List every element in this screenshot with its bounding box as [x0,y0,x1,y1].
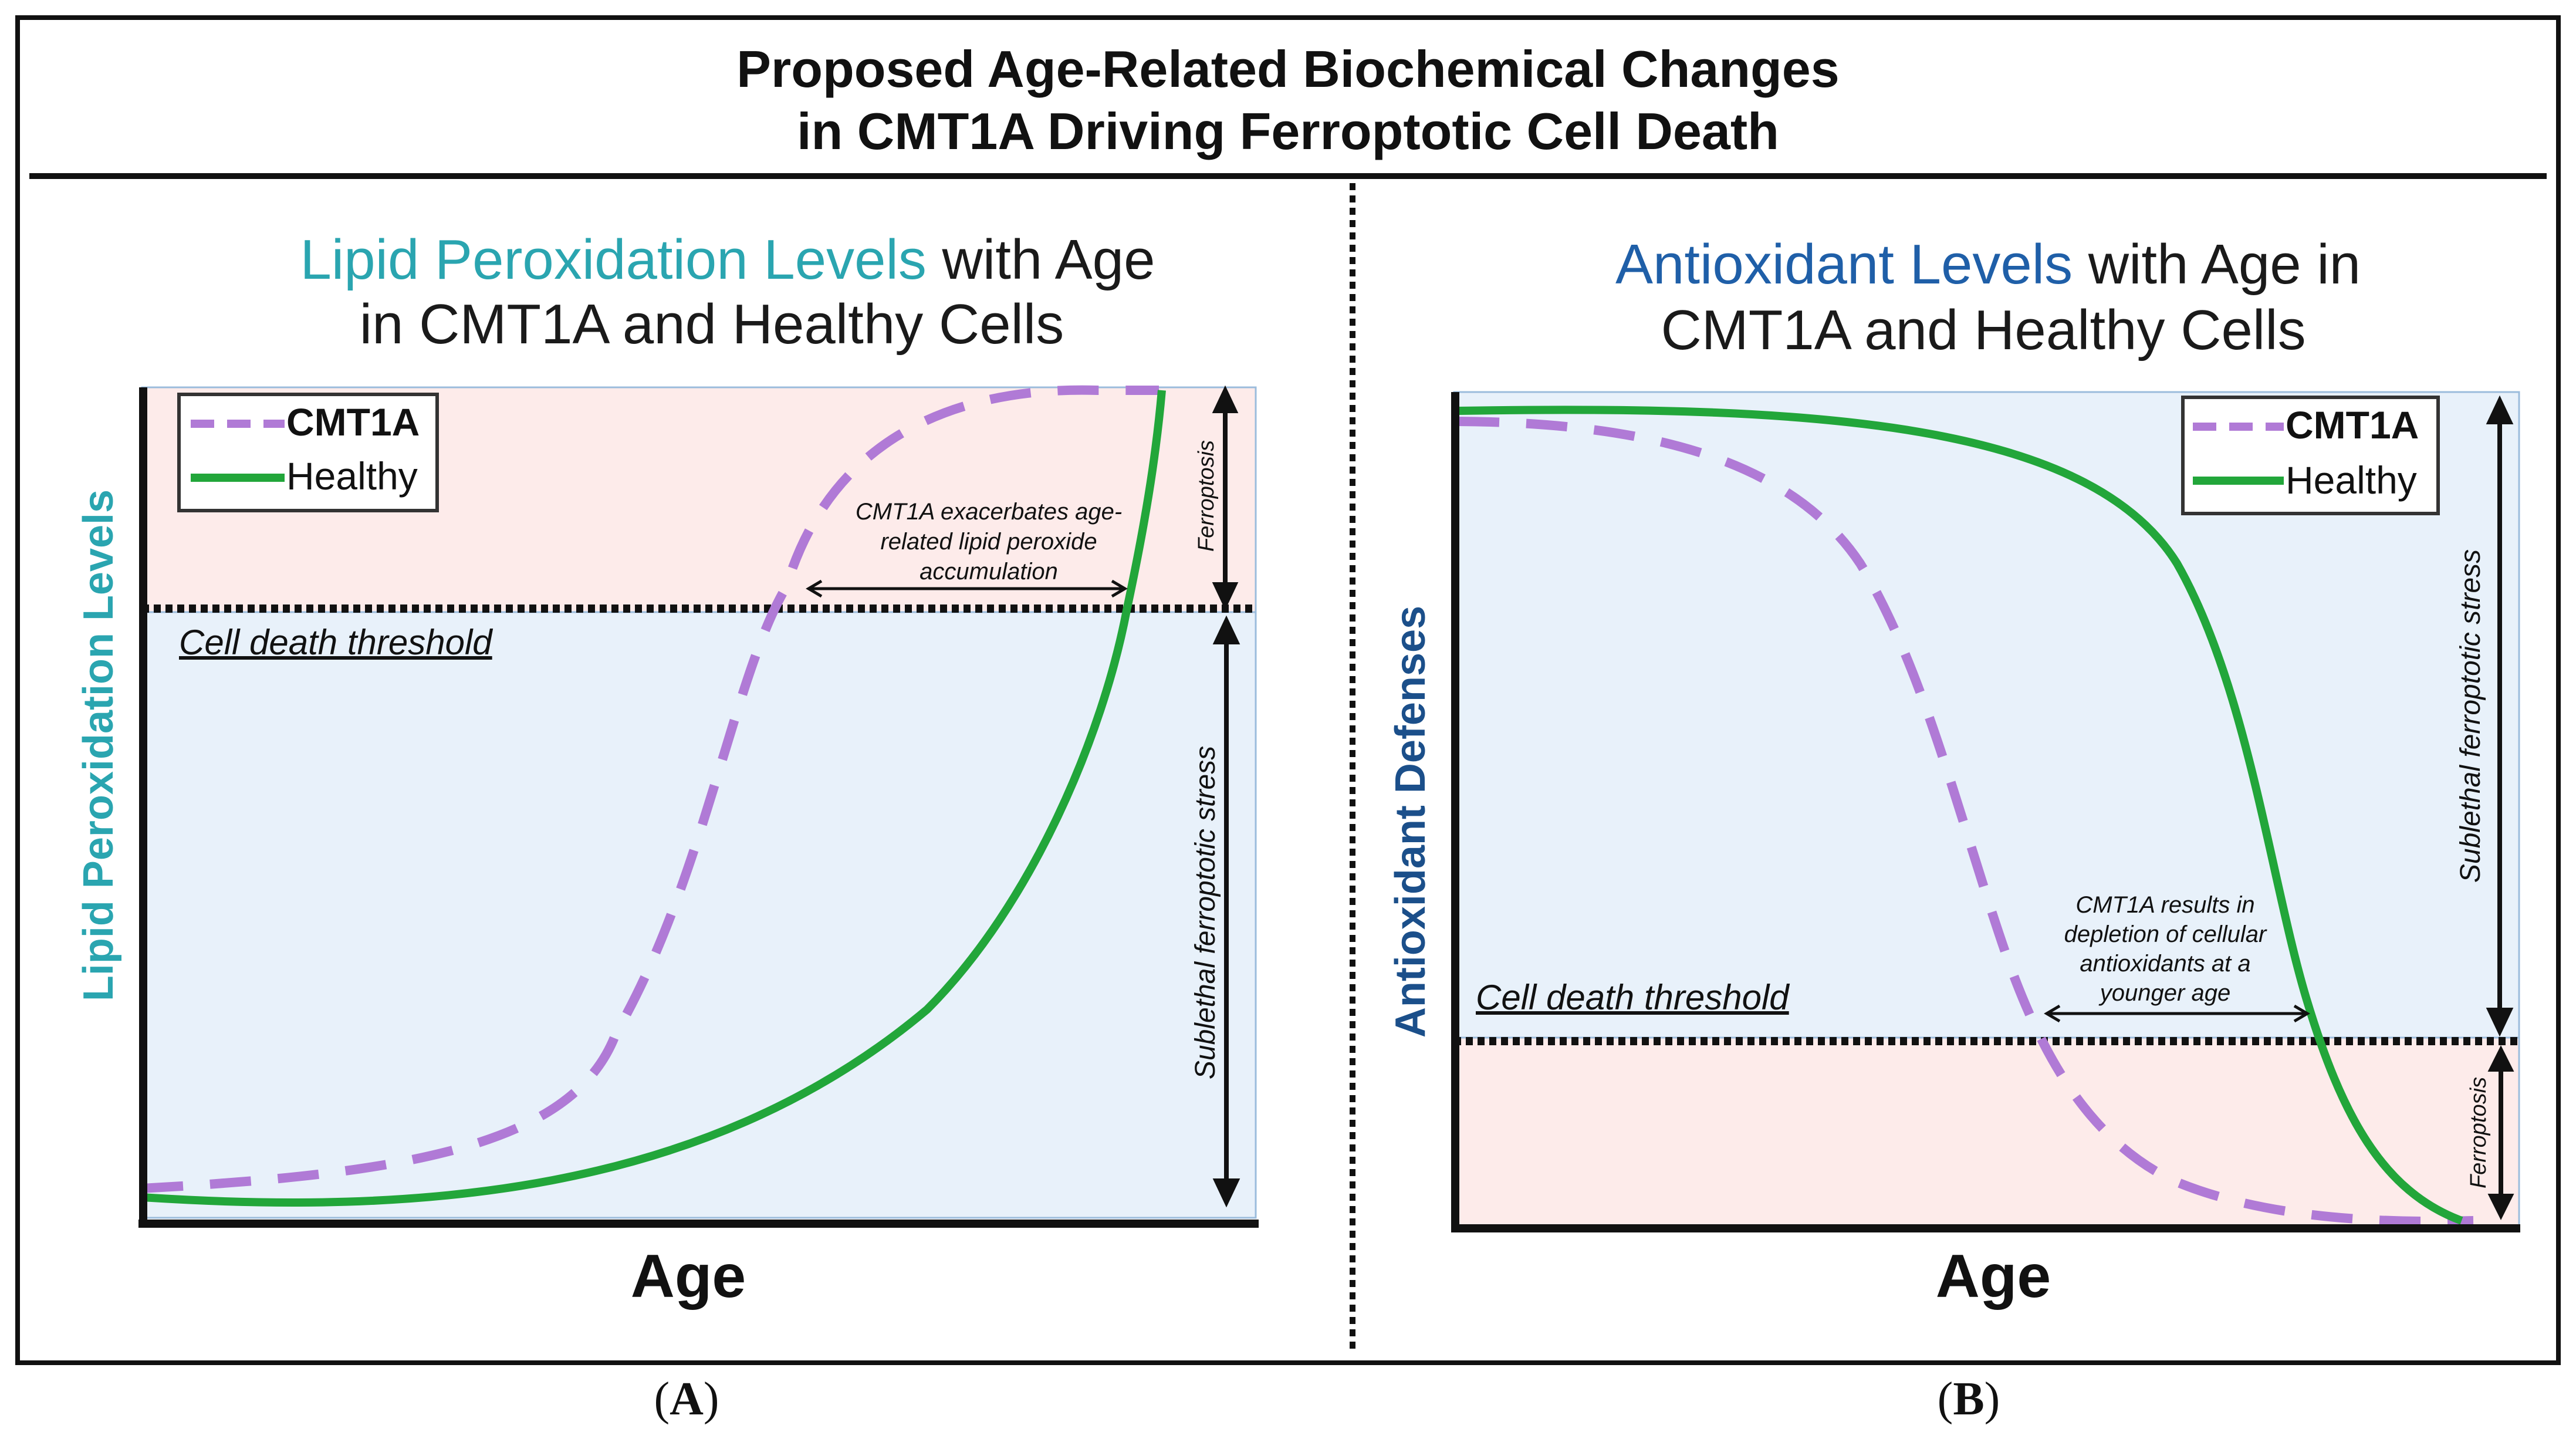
panel-b: Antioxidant Levels with Age in CMT1A and… [1387,233,2520,1311]
panel-a-title-line2: in CMT1A and Healthy Cells [360,293,1064,356]
panel-b-y-axis-label: Antioxidant Defenses [1387,606,1434,1038]
panel-a-annotation-line3: accumulation [919,559,1058,585]
panel-a-ferroptosis-label: Ferroptosis [1194,440,1219,552]
panel-a-title-accent: Lipid Peroxidation Levels [300,228,927,291]
panel-a-legend-healthy-label: Healthy [286,454,418,498]
panel-b-title-accent: Antioxidant Levels [1615,233,2073,296]
panel-b-ferroptosis-arrow [2487,1045,2514,1220]
panel-b-annotation-line4: younger age [2098,980,2230,1006]
panel-a-sublethal-zone [141,611,1257,1219]
panel-b-title-line2: CMT1A and Healthy Cells [1661,299,2305,362]
panel-a-ferroptosis-arrow [1212,385,1239,610]
panel-b-healthy-curve [1458,406,2463,1225]
panel-b-caption: (B) [1938,1373,2000,1425]
panel-b-annotation-line3: antioxidants at a [2080,951,2250,977]
panel-b-caption-letter: B [1953,1373,1984,1425]
panel-b-x-axis-label: Age [1936,1242,2051,1311]
panel-b-sublethal-arrow [2486,395,2514,1037]
panel-a-legend-cmt1a-label: CMT1A [286,400,420,444]
panel-b-legend-cmt1a-label: CMT1A [2286,403,2419,447]
panel-b-ferroptosis-label: Ferroptosis [2466,1077,2491,1188]
panel-a-annotation-arrow [806,579,1128,598]
panel-b-annotation-line1: CMT1A results in [2075,892,2254,918]
panel-b-annotation-line2: depletion of cellular [2064,921,2267,947]
panel-a-cmt1a-curve [141,385,1159,1193]
panel-a-threshold-label: Cell death threshold [179,623,493,662]
panel-b-annotation-arrow [2044,1004,2310,1023]
panel-a-sublethal-arrow [1212,615,1240,1208]
panel-b-title-rest: with Age in [2073,233,2361,296]
panel-a-caption: (A) [654,1373,719,1425]
panel-a-caption-letter: A [670,1373,704,1425]
panel-a-x-axis-label: Age [631,1242,746,1311]
panel-b-legend-box [2181,396,2440,515]
panel-b-legend-healthy-label: Healthy [2286,458,2417,502]
panel-b-ferroptosis-zone [1453,1036,2520,1228]
panel-a-healthy-curve [141,390,1166,1207]
panel-a-annotation-line2: related lipid peroxide [880,529,1097,555]
panel-b-cmt1a-curve [1458,417,2474,1227]
panel-a: Lipid Peroxidation Levels with Age in CM… [75,228,1259,1311]
panel-b-sublethal-label: Sublethal ferroptotic stress [2455,549,2486,883]
panel-a-legend-box [177,393,439,512]
panel-a-title-line1: Lipid Peroxidation Levels with Age [300,228,1155,291]
panel-a-title-rest: with Age [927,228,1155,291]
figure-title-line1: Proposed Age-Related Biochemical Changes [736,40,1839,98]
panel-b-threshold-label: Cell death threshold [1476,978,1790,1017]
panel-a-annotation-line1: CMT1A exacerbates age- [856,499,1122,525]
panel-a-sublethal-label: Sublethal ferroptotic stress [1190,746,1221,1079]
figure-title-line2: in CMT1A Driving Ferroptotic Cell Death [797,102,1779,160]
panel-b-title-line1: Antioxidant Levels with Age in [1615,233,2361,296]
panel-a-y-axis-label: Lipid Peroxidation Levels [75,489,122,1001]
